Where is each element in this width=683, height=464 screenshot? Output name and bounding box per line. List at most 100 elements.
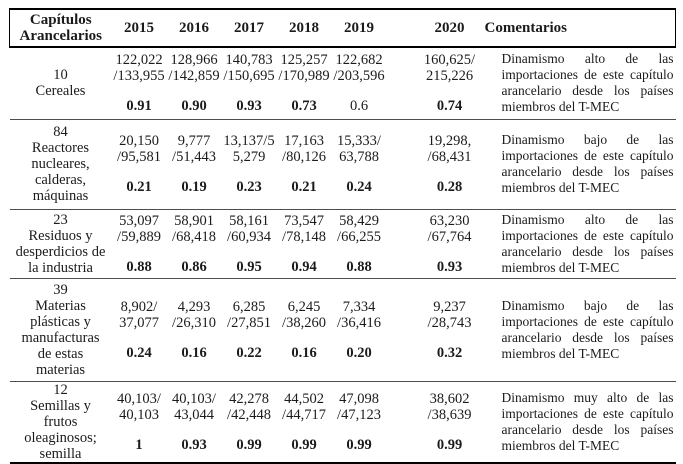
chapter-line: frutos — [43, 413, 78, 430]
chapter-cell: 23 Residuos y desperdicios de la industria — [9, 209, 112, 279]
dynamism-ratio: 0.6 — [349, 98, 369, 115]
chapter-line: desperdicios de — [15, 243, 106, 260]
value-line-1: 140,783 — [225, 52, 273, 69]
value-cell-2016: 58,901 /68,418 0.86 — [166, 209, 222, 279]
dynamism-ratio: 0.93 — [436, 258, 463, 275]
value-cell-2019: 122,682 /203,596 0.6 — [331, 47, 387, 120]
import-fraction: 47,098 /47,123 — [332, 391, 387, 423]
value-line-2: /27,851 — [227, 314, 271, 331]
value-line-1: 6,245 — [287, 298, 321, 315]
dynamism-ratio: 0.22 — [236, 344, 262, 361]
value-line-1: 160,625/ — [423, 52, 476, 69]
import-fraction: 19,298, /68,431 — [417, 133, 483, 165]
value-line-2: /26,310 — [172, 314, 216, 331]
table-body: 10 Cereales 122,022 /133,955 0.91 128,966… — [9, 47, 676, 464]
import-fraction: 53,097 /59,889 — [112, 213, 167, 245]
chapter-cell: 12 Semillas y frutos oleaginosos; semilla — [9, 381, 112, 464]
value-cell-2017: 140,783 /150,695 0.93 — [221, 47, 277, 120]
value-line-2: /95,581 — [117, 149, 161, 165]
dynamism-ratio: 0.19 — [181, 179, 207, 195]
value-cell-2020: 9,237 /28,743 0.32 — [386, 278, 483, 382]
value-line-1: 58,161 — [229, 212, 269, 229]
import-fraction: 160,625/ 215,226 — [417, 52, 483, 84]
comment-line: Dinamismo bajo de las — [501, 132, 674, 147]
chapter-line: 84 — [53, 124, 68, 140]
table-row: 84 Reactores nucleares, calderas, máquinas 2… — [9, 119, 676, 210]
comment-line: importaciones de este capítulo — [501, 405, 674, 421]
value-cell-2016: 128,966 /142,859 0.90 — [166, 47, 222, 120]
comment-line: Dinamismo bajo de las — [501, 297, 674, 313]
chapter-cell: 10 Cereales — [9, 47, 112, 120]
dynamism-ratio: 0.86 — [181, 258, 207, 275]
import-fraction: 8,902/ 37,077 — [112, 299, 167, 331]
value-line-2: /36,416 — [337, 314, 381, 331]
comment-line: arancelario desde los países — [501, 329, 674, 345]
value-line-1: 63,230 — [429, 212, 470, 229]
value-line-2: /51,443 — [172, 149, 216, 165]
value-line-1: 42,278 — [229, 390, 269, 407]
comment-line: arancelario desde los países — [501, 164, 674, 179]
comment-line: arancelario desde los países — [501, 83, 674, 99]
value-cell-2017: 6,285 /27,851 0.22 — [221, 278, 277, 382]
import-fraction: 4,293 /26,310 — [167, 299, 222, 331]
value-line-2: /142,859 — [168, 68, 220, 85]
value-line-1: 6,285 — [232, 298, 266, 315]
comment-line: miembros del T-MEC — [501, 259, 620, 275]
import-fraction: 44,502 /44,717 — [277, 391, 332, 423]
comment-line: importaciones de este capítulo — [501, 313, 674, 329]
value-line-2: /60,934 — [227, 228, 271, 245]
header-year-2015: 2015 — [111, 8, 167, 48]
value-cell-2015: 53,097 /59,889 0.88 — [111, 209, 167, 279]
dynamism-ratio: 0.99 — [236, 436, 262, 453]
import-fraction: 125,257 /170,989 — [277, 52, 332, 84]
comment-line: arancelario desde los países — [501, 243, 674, 259]
dynamism-ratio: 0.99 — [346, 436, 372, 453]
import-fraction: 17,163 /80,126 — [277, 133, 332, 165]
chapter-line: materias — [35, 361, 86, 378]
value-line-2: /133,955 — [113, 68, 165, 85]
import-fraction: 15,333/ 63,788 — [332, 133, 387, 165]
dynamism-ratio: 0.21 — [291, 179, 317, 195]
value-line-1: 7,334 — [342, 298, 376, 315]
chapter-line: 23 — [53, 211, 68, 228]
value-line-2: 5,279 — [232, 149, 266, 165]
chapter-line: Reactores — [31, 140, 90, 156]
comment-line: miembros del T-MEC — [501, 345, 620, 361]
dynamism-ratio: 0.93 — [181, 436, 207, 453]
chapter-line: máquinas — [32, 188, 89, 204]
value-line-1: 9,237 — [433, 298, 466, 315]
comment-line: miembros del T-MEC — [501, 99, 620, 115]
import-fraction: 40,103/ 40,103 — [112, 391, 167, 423]
chapter-line: 39 — [53, 281, 68, 298]
value-line-2: 37,077 — [119, 314, 159, 331]
import-fraction: 58,429 /66,255 — [332, 213, 387, 245]
comment-cell: Dinamismo bajo de las importaciones de es… — [482, 119, 676, 210]
comment-line: Dinamismo alto de las — [501, 211, 674, 227]
chapter-line: Semillas y — [30, 397, 91, 414]
header-year-2016: 2016 — [166, 8, 222, 48]
value-cell-2017: 42,278 /42,448 0.99 — [221, 381, 277, 464]
value-cell-2019: 15,333/ 63,788 0.24 — [331, 119, 387, 210]
import-fraction: 140,783 /150,695 — [222, 52, 277, 84]
value-cell-2018: 6,245 /38,260 0.16 — [276, 278, 332, 382]
import-fraction: 6,245 /38,260 — [277, 299, 332, 331]
dynamism-ratio: 0.28 — [436, 179, 463, 195]
import-fraction: 40,103/ 43,044 — [167, 391, 222, 423]
dynamism-ratio: 0.94 — [291, 258, 317, 275]
value-line-2: /67,764 — [427, 228, 472, 245]
import-fraction: 63,230 /67,764 — [417, 213, 483, 245]
comment-line: Dinamismo muy alto de las — [501, 389, 674, 405]
value-line-1: 38,602 — [429, 390, 470, 407]
comment-cell: Dinamismo muy alto de las importaciones d… — [482, 381, 676, 464]
value-line-1: 44,502 — [284, 390, 324, 407]
value-line-1: 40,103/ — [172, 390, 216, 407]
value-line-2: /47,123 — [337, 406, 381, 423]
chapter-line: Materias — [35, 297, 86, 314]
value-cell-2015: 122,022 /133,955 0.91 — [111, 47, 167, 120]
value-cell-2015: 40,103/ 40,103 1 — [111, 381, 167, 464]
dynamism-ratio: 0.88 — [346, 258, 372, 275]
value-line-1: 8,902/ — [120, 298, 158, 315]
comment-line: miembros del T-MEC — [501, 437, 620, 453]
header-row: Capítulos Arancelarios 2015 2016 2017 20… — [9, 8, 676, 48]
dynamism-ratio: 0.99 — [291, 436, 317, 453]
